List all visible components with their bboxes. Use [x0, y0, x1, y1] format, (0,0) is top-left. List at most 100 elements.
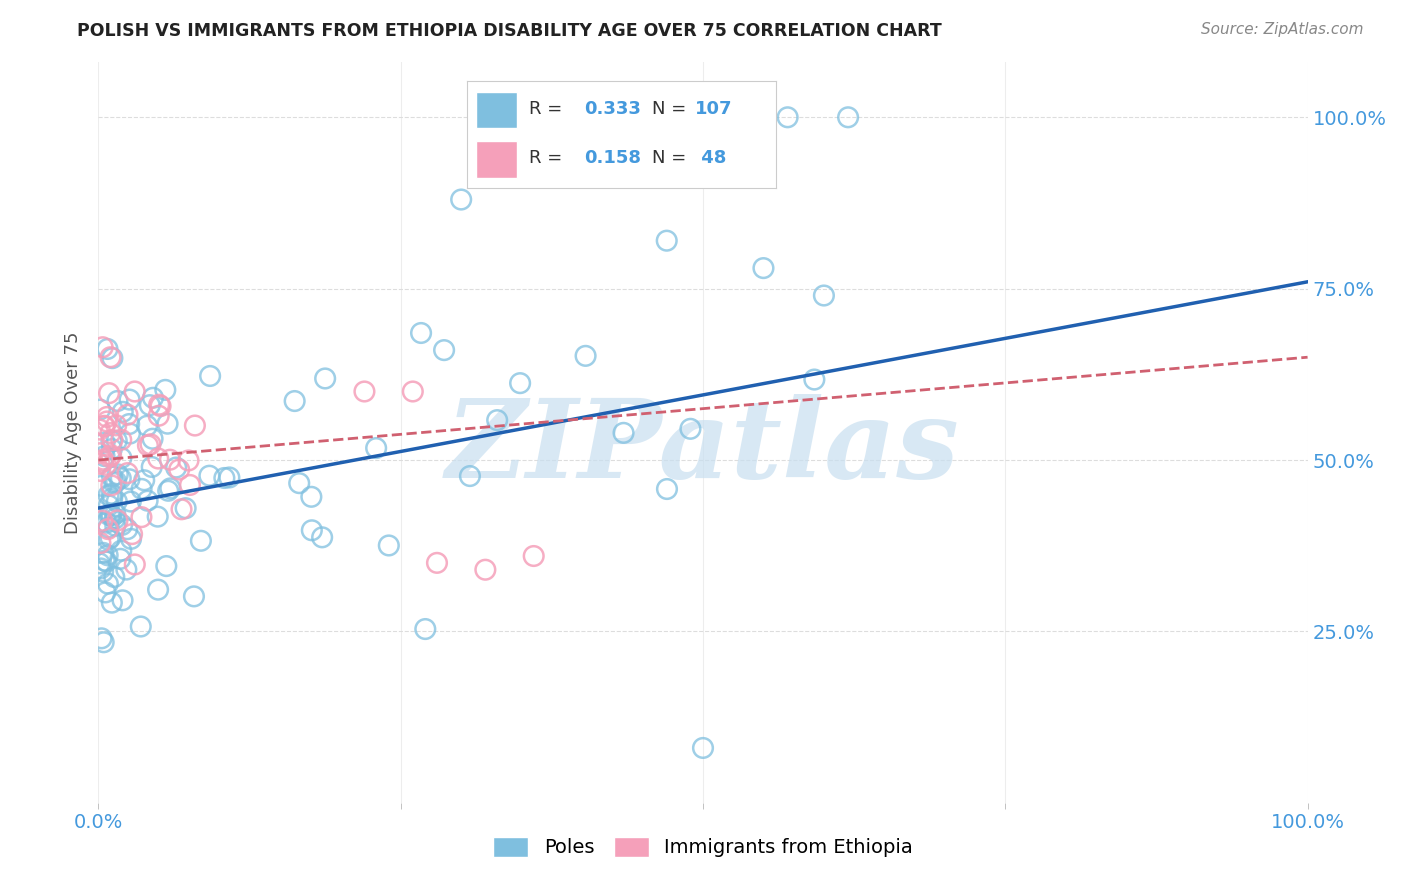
Point: [366, 441, 388, 455]
Point: [353, 384, 375, 399]
Point: [218, 470, 240, 484]
Point: [89, 402, 111, 417]
Point: [98, 386, 121, 401]
Point: [679, 422, 702, 436]
Point: [117, 522, 139, 536]
Point: [198, 468, 221, 483]
Point: [101, 442, 124, 456]
Point: [776, 110, 799, 124]
Point: [103, 475, 125, 490]
Point: [837, 110, 859, 124]
Point: [97, 499, 120, 513]
Point: [89, 536, 111, 550]
Point: [120, 532, 142, 546]
Point: [314, 371, 336, 385]
Point: [110, 450, 132, 465]
Point: [91, 340, 114, 354]
Point: [91, 546, 114, 560]
Point: [136, 418, 159, 433]
Point: [655, 234, 678, 248]
Point: [101, 433, 124, 447]
Point: [124, 558, 146, 572]
Point: [118, 472, 141, 486]
Point: [89, 423, 111, 437]
Point: [104, 518, 127, 533]
Point: [121, 527, 143, 541]
Point: [129, 619, 152, 633]
Point: [100, 448, 122, 462]
Point: [149, 399, 172, 413]
Point: [803, 373, 825, 387]
Y-axis label: Disability Age Over 75: Disability Age Over 75: [65, 331, 83, 534]
Point: [655, 482, 678, 496]
Point: [136, 493, 159, 508]
Point: [115, 563, 138, 577]
Point: [426, 556, 449, 570]
Point: [159, 452, 181, 467]
Point: [93, 418, 115, 433]
Point: [94, 585, 117, 599]
Point: [120, 494, 142, 508]
Point: [134, 473, 156, 487]
Point: [107, 513, 129, 527]
Text: ZIPatlas: ZIPatlas: [446, 393, 960, 501]
Point: [155, 559, 177, 574]
Point: [89, 457, 111, 471]
Point: [378, 539, 401, 553]
Point: [183, 590, 205, 604]
Point: [124, 384, 146, 399]
Point: [100, 434, 122, 449]
Point: [146, 582, 169, 597]
Point: [117, 408, 139, 422]
Point: [148, 451, 170, 466]
Point: [97, 522, 120, 536]
Point: [159, 482, 181, 496]
Point: [413, 622, 436, 636]
Point: [117, 466, 139, 480]
Point: [100, 478, 122, 492]
Point: [139, 437, 162, 451]
Point: [311, 530, 333, 544]
Point: [177, 453, 200, 467]
Point: [118, 392, 141, 407]
Point: [91, 454, 114, 468]
Point: [509, 376, 531, 391]
Point: [97, 488, 120, 502]
Point: [288, 476, 311, 491]
Point: [93, 449, 115, 463]
Point: [612, 425, 634, 440]
Point: [110, 433, 132, 447]
Point: [142, 432, 165, 446]
Point: [101, 491, 124, 506]
Point: [111, 405, 134, 419]
Point: [523, 549, 546, 563]
Point: [100, 508, 122, 523]
Point: [131, 510, 153, 524]
Point: [93, 435, 115, 450]
Point: [110, 471, 132, 485]
Point: [105, 434, 128, 448]
Point: [198, 369, 221, 384]
Point: [100, 350, 122, 364]
Point: [93, 419, 115, 434]
Point: [105, 418, 128, 433]
Point: [101, 351, 124, 365]
Point: [174, 501, 197, 516]
Point: [105, 475, 128, 489]
Point: [284, 394, 307, 409]
Point: [148, 398, 170, 412]
Point: [101, 469, 124, 483]
Point: [141, 460, 163, 475]
Point: [90, 561, 112, 575]
Point: [301, 523, 323, 537]
Text: Source: ZipAtlas.com: Source: ZipAtlas.com: [1201, 22, 1364, 37]
Point: [96, 516, 118, 530]
Point: [90, 632, 112, 646]
Point: [101, 596, 124, 610]
Point: [96, 555, 118, 569]
Point: [486, 413, 509, 427]
Point: [98, 508, 121, 523]
Point: [93, 635, 115, 649]
Point: [93, 554, 115, 568]
Point: [104, 512, 127, 526]
